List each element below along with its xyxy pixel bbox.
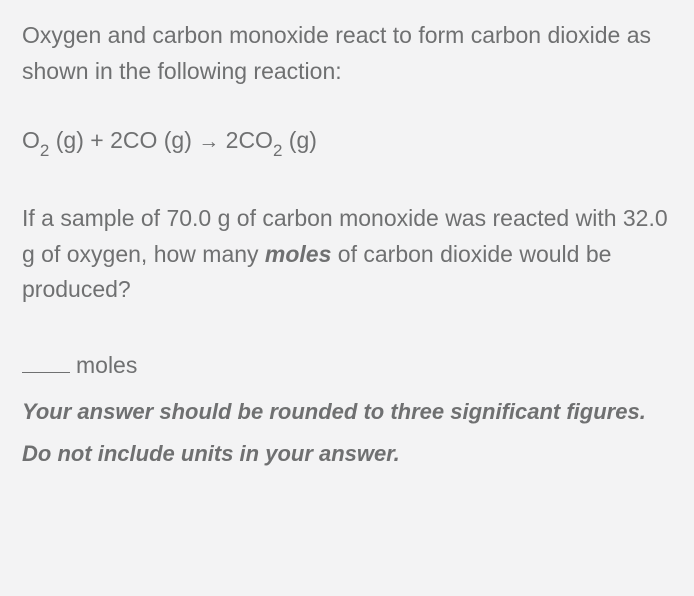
answer-line: moles bbox=[22, 350, 672, 379]
chemical-equation: O2 (g) + 2CO (g) → 2CO2 (g) bbox=[22, 127, 672, 159]
eq-subscript: 2 bbox=[273, 141, 282, 160]
eq-part: 2CO bbox=[219, 127, 273, 153]
eq-part: (g) + 2CO (g) bbox=[49, 127, 198, 153]
instruction-text: Your answer should be rounded to three s… bbox=[22, 391, 672, 475]
question-emphasis: moles bbox=[265, 241, 331, 267]
answer-blank[interactable] bbox=[22, 350, 70, 373]
eq-subscript: 2 bbox=[40, 141, 49, 160]
eq-part: O bbox=[22, 127, 40, 153]
question-paragraph: If a sample of 70.0 g of carbon monoxide… bbox=[22, 201, 672, 308]
answer-unit: moles bbox=[76, 352, 137, 378]
eq-part: (g) bbox=[282, 127, 317, 153]
eq-arrow: → bbox=[198, 130, 219, 153]
intro-paragraph: Oxygen and carbon monoxide react to form… bbox=[22, 18, 672, 89]
